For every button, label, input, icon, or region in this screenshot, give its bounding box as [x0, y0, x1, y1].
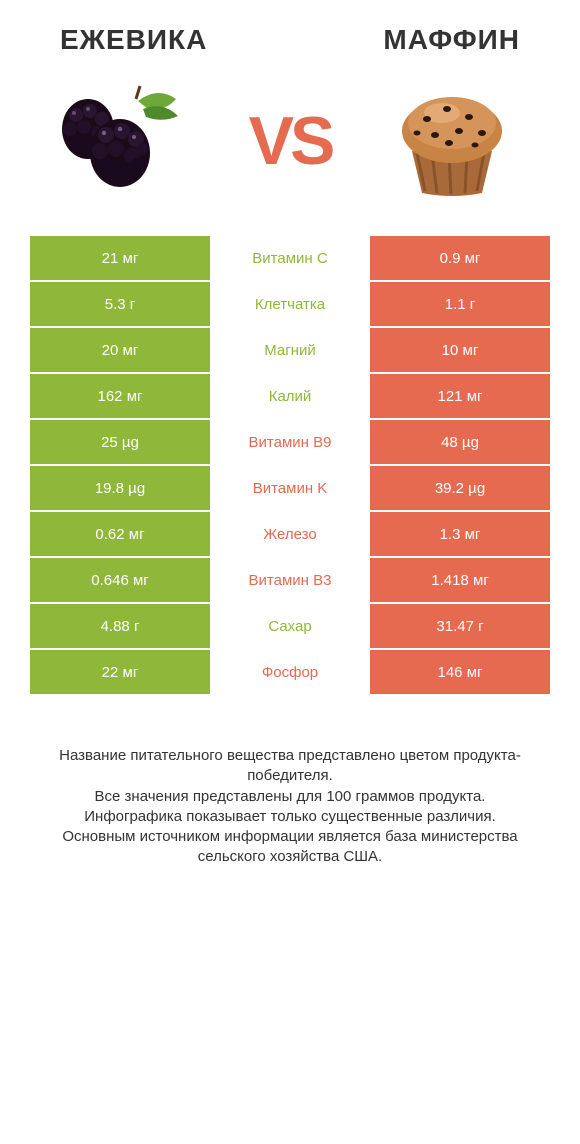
header-row: ЕЖЕВИКА МАФФИН [0, 0, 580, 66]
value-right: 1.418 мг [370, 558, 550, 602]
footer-line: Название питательного вещества представл… [40, 746, 540, 787]
footer-line: Все значения представлены для 100 граммо… [40, 787, 540, 807]
value-right: 39.2 µg [370, 466, 550, 510]
muffin-icon [377, 76, 527, 206]
table-row: 19.8 µgВитамин K39.2 µg [30, 466, 550, 510]
value-left: 22 мг [30, 650, 210, 694]
table-row: 0.62 мгЖелезо1.3 мг [30, 512, 550, 556]
vs-label: VS [249, 102, 332, 180]
title-right: МАФФИН [383, 24, 520, 56]
footer-line: Основным источником информации является … [40, 827, 540, 868]
value-left: 25 µg [30, 420, 210, 464]
value-right: 146 мг [370, 650, 550, 694]
footer-text: Название питательного вещества представл… [0, 696, 580, 868]
footer-line: Инфографика показывает только существенн… [40, 807, 540, 827]
value-left: 0.62 мг [30, 512, 210, 556]
value-left: 4.88 г [30, 604, 210, 648]
value-right: 31.47 г [370, 604, 550, 648]
table-row: 4.88 гСахар31.47 г [30, 604, 550, 648]
title-left: ЕЖЕВИКА [60, 24, 207, 56]
value-left: 0.646 мг [30, 558, 210, 602]
nutrient-label: Сахар [210, 604, 370, 648]
comparison-table: 21 мгВитамин С0.9 мг5.3 гКлетчатка1.1 г2… [0, 236, 580, 694]
nutrient-label: Калий [210, 374, 370, 418]
table-row: 20 мгМагний10 мг [30, 328, 550, 372]
table-row: 25 µgВитамин B948 µg [30, 420, 550, 464]
value-right: 121 мг [370, 374, 550, 418]
value-right: 1.3 мг [370, 512, 550, 556]
value-left: 5.3 г [30, 282, 210, 326]
blackberry-icon [53, 76, 203, 206]
table-row: 21 мгВитамин С0.9 мг [30, 236, 550, 280]
value-right: 0.9 мг [370, 236, 550, 280]
value-right: 1.1 г [370, 282, 550, 326]
value-left: 20 мг [30, 328, 210, 372]
nutrient-label: Витамин С [210, 236, 370, 280]
value-left: 21 мг [30, 236, 210, 280]
table-row: 0.646 мгВитамин B31.418 мг [30, 558, 550, 602]
value-left: 19.8 µg [30, 466, 210, 510]
nutrient-label: Фосфор [210, 650, 370, 694]
nutrient-label: Витамин K [210, 466, 370, 510]
nutrient-label: Железо [210, 512, 370, 556]
table-row: 22 мгФосфор146 мг [30, 650, 550, 694]
table-row: 5.3 гКлетчатка1.1 г [30, 282, 550, 326]
value-right: 48 µg [370, 420, 550, 464]
nutrient-label: Витамин B9 [210, 420, 370, 464]
value-left: 162 мг [30, 374, 210, 418]
nutrient-label: Витамин B3 [210, 558, 370, 602]
nutrient-label: Магний [210, 328, 370, 372]
nutrient-label: Клетчатка [210, 282, 370, 326]
images-row: VS [0, 66, 580, 236]
table-row: 162 мгКалий121 мг [30, 374, 550, 418]
value-right: 10 мг [370, 328, 550, 372]
